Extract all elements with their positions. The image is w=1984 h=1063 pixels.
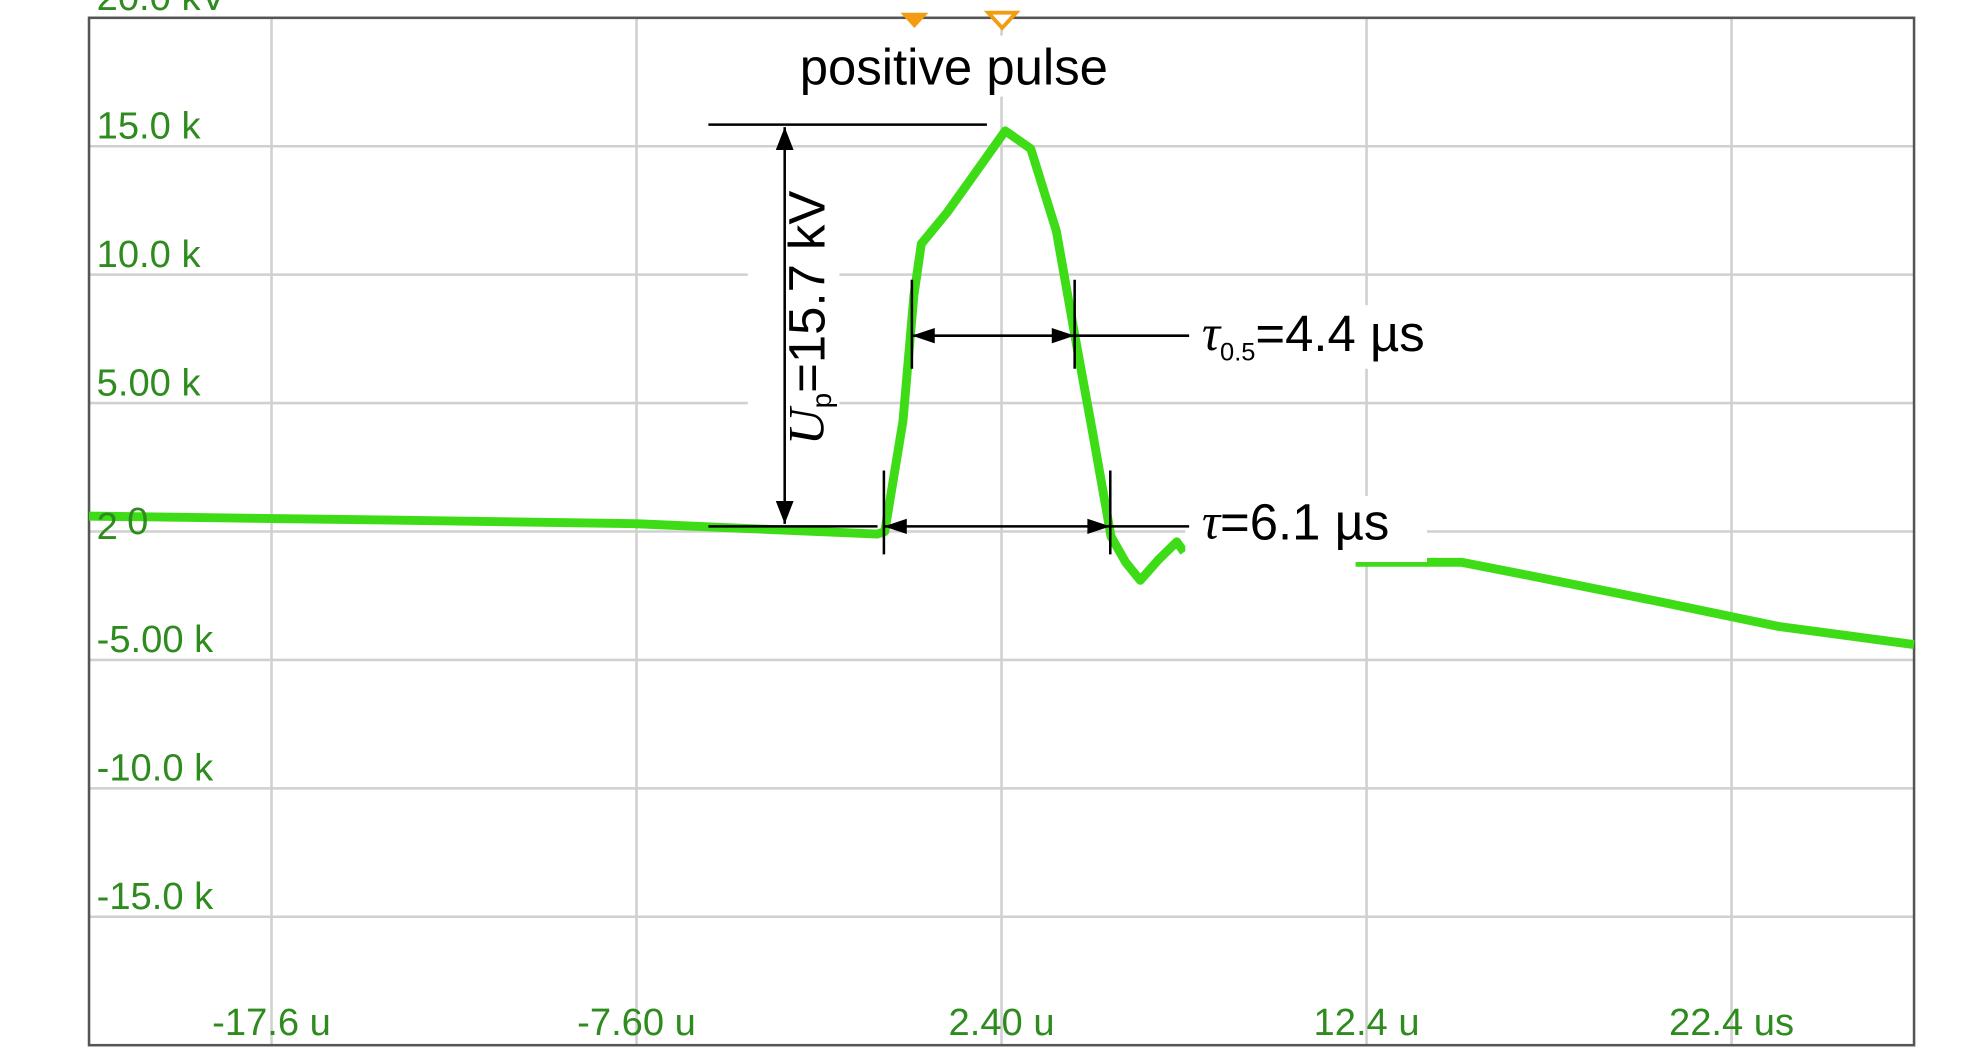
y-tick-label: 0	[127, 500, 148, 543]
x-tick-label: 2.40 u	[949, 1001, 1055, 1044]
subscript: p	[807, 393, 838, 409]
trigger-marker	[900, 12, 929, 28]
y-tick-label: -5.00 k	[97, 618, 215, 661]
half-width-label: τ0.5=4.4 µs	[1202, 306, 1425, 367]
y-tick-label: 20.0 kV	[97, 0, 227, 19]
y-tick-label: -10.0 k	[97, 747, 215, 790]
y-tick-label: 10.0 k	[97, 233, 202, 276]
dimension-lines	[708, 123, 1190, 555]
value-text: =15.7 kV	[779, 191, 836, 393]
amplitude-label: Up=15.7 kV	[779, 191, 838, 446]
trigger-marker	[983, 10, 1021, 31]
label-bg	[747, 178, 840, 433]
subscript: 0.5	[1220, 338, 1255, 366]
value-text: =6.1 µs	[1220, 494, 1389, 551]
trace-layer	[88, 126, 1915, 649]
value-text: =4.4 µs	[1255, 306, 1424, 363]
annotation-title: positive pulse	[800, 39, 1108, 96]
duration-label: τ=6.1 µs	[1202, 494, 1390, 551]
symbol: τ	[1202, 494, 1222, 550]
label-bg	[769, 35, 1228, 97]
y-tick-label: 15.0 k	[97, 105, 202, 148]
grid	[89, 16, 1915, 1046]
arrow-head	[883, 518, 1111, 535]
x-tick-label: -17.6 u	[212, 1001, 331, 1044]
trace-line	[88, 126, 1915, 649]
symbol: τ	[1202, 306, 1222, 362]
label-bg	[1185, 495, 1427, 563]
channel-marker: 2	[97, 505, 118, 548]
symbol: U	[779, 405, 835, 445]
x-tick-label: 22.4 us	[1669, 1001, 1794, 1044]
y-tick-label: 5.00 k	[97, 361, 202, 404]
x-tick-label: 12.4 u	[1314, 1001, 1420, 1044]
y-tick-label: -15.0 k	[97, 875, 215, 918]
x-tick-label: -7.60 u	[577, 1001, 696, 1044]
label-bg	[1185, 305, 1516, 369]
